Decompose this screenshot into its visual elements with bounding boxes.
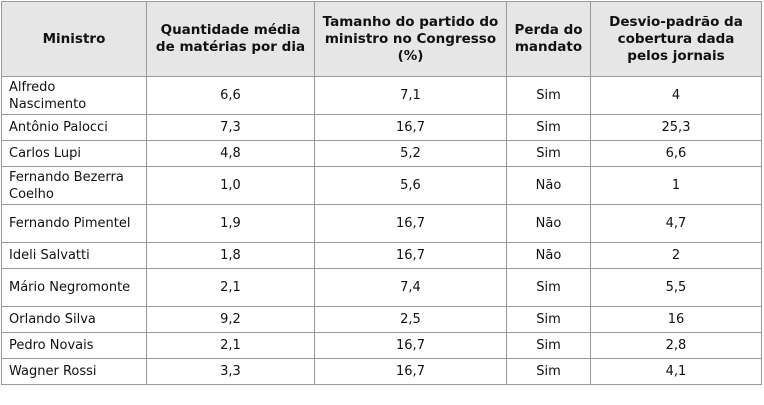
table-cell: Sim (506, 332, 591, 359)
table-cell: Não (506, 242, 591, 269)
table-header: Ministro Quantidade média de matérias por… (1, 1, 762, 77)
table-row: Alfredo Nascimento 6,6 7,1 Sim 4 (1, 76, 762, 115)
data-table: Ministro Quantidade média de matérias por… (1, 1, 762, 385)
table-cell: Não (506, 204, 591, 243)
table-body: Alfredo Nascimento 6,6 7,1 Sim 4 Antônio Palo… (1, 76, 762, 385)
table-cell: 4 (590, 76, 762, 115)
column-header: Perda do mandato (506, 1, 591, 77)
table-cell: 1 (590, 166, 762, 205)
minister-name: Wagner Rossi (1, 358, 147, 385)
column-header: Ministro (1, 1, 147, 77)
minister-name: Alfredo Nascimento (1, 76, 147, 115)
table-row: Pedro Novais 2,1 16,7 Sim 2,8 (1, 332, 762, 359)
table-cell: Sim (506, 140, 591, 167)
table-row: Ideli Salvatti 1,8 16,7 Não 2 (1, 242, 762, 269)
table-row: Orlando Silva 9,2 2,5 Sim 16 (1, 306, 762, 333)
table-cell: Sim (506, 114, 591, 141)
minister-name: Carlos Lupi (1, 140, 147, 167)
table-cell: 16,7 (314, 332, 507, 359)
table-cell: Não (506, 166, 591, 205)
table-cell: 5,2 (314, 140, 507, 167)
table-cell: 9,2 (146, 306, 315, 333)
table-row: Fernando Pimentel 1,9 16,7 Não 4,7 (1, 204, 762, 243)
minister-name: Mário Negromonte (1, 268, 147, 307)
minister-name: Fernando Bezerra Coelho (1, 166, 147, 205)
column-header: Quantidade média de matérias por dia (146, 1, 315, 77)
table-cell: 16,7 (314, 204, 507, 243)
table-cell: 6,6 (590, 140, 762, 167)
table-cell: Sim (506, 306, 591, 333)
header-row: Ministro Quantidade média de matérias por… (1, 1, 762, 77)
table-row: Antônio Palocci 7,3 16,7 Sim 25,3 (1, 114, 762, 141)
table-cell: 25,3 (590, 114, 762, 141)
minister-name: Ideli Salvatti (1, 242, 147, 269)
table-cell: 5,5 (590, 268, 762, 307)
table-cell: 16,7 (314, 114, 507, 141)
minister-name: Pedro Novais (1, 332, 147, 359)
table-cell: 6,6 (146, 76, 315, 115)
table-cell: 2,8 (590, 332, 762, 359)
table-cell: 2,1 (146, 332, 315, 359)
minister-name: Fernando Pimentel (1, 204, 147, 243)
table-row: Fernando Bezerra Coelho 1,0 5,6 Não 1 (1, 166, 762, 205)
table-cell: 4,1 (590, 358, 762, 385)
table-cell: 7,4 (314, 268, 507, 307)
table-cell: 2,1 (146, 268, 315, 307)
table-cell: 16,7 (314, 242, 507, 269)
table-row: Mário Negromonte 2,1 7,4 Sim 5,5 (1, 268, 762, 307)
table-row: Wagner Rossi 3,3 16,7 Sim 4,1 (1, 358, 762, 385)
table-cell: Sim (506, 268, 591, 307)
table-cell: 7,3 (146, 114, 315, 141)
table-cell: Sim (506, 358, 591, 385)
table-cell: 1,8 (146, 242, 315, 269)
table-cell: 2 (590, 242, 762, 269)
table-cell: 4,8 (146, 140, 315, 167)
table-cell: 16 (590, 306, 762, 333)
table-cell: 3,3 (146, 358, 315, 385)
table-cell: 5,6 (314, 166, 507, 205)
table-cell: 1,9 (146, 204, 315, 243)
column-header: Desvio-padrão da cobertura dada pelos jo… (590, 1, 762, 77)
table-cell: 1,0 (146, 166, 315, 205)
column-header: Tamanho do partido do ministro no Congre… (314, 1, 507, 77)
table-row: Carlos Lupi 4,8 5,2 Sim 6,6 (1, 140, 762, 167)
minister-name: Antônio Palocci (1, 114, 147, 141)
minister-name: Orlando Silva (1, 306, 147, 333)
table-cell: 4,7 (590, 204, 762, 243)
table-cell: Sim (506, 76, 591, 115)
table-cell: 2,5 (314, 306, 507, 333)
table-cell: 16,7 (314, 358, 507, 385)
table-cell: 7,1 (314, 76, 507, 115)
